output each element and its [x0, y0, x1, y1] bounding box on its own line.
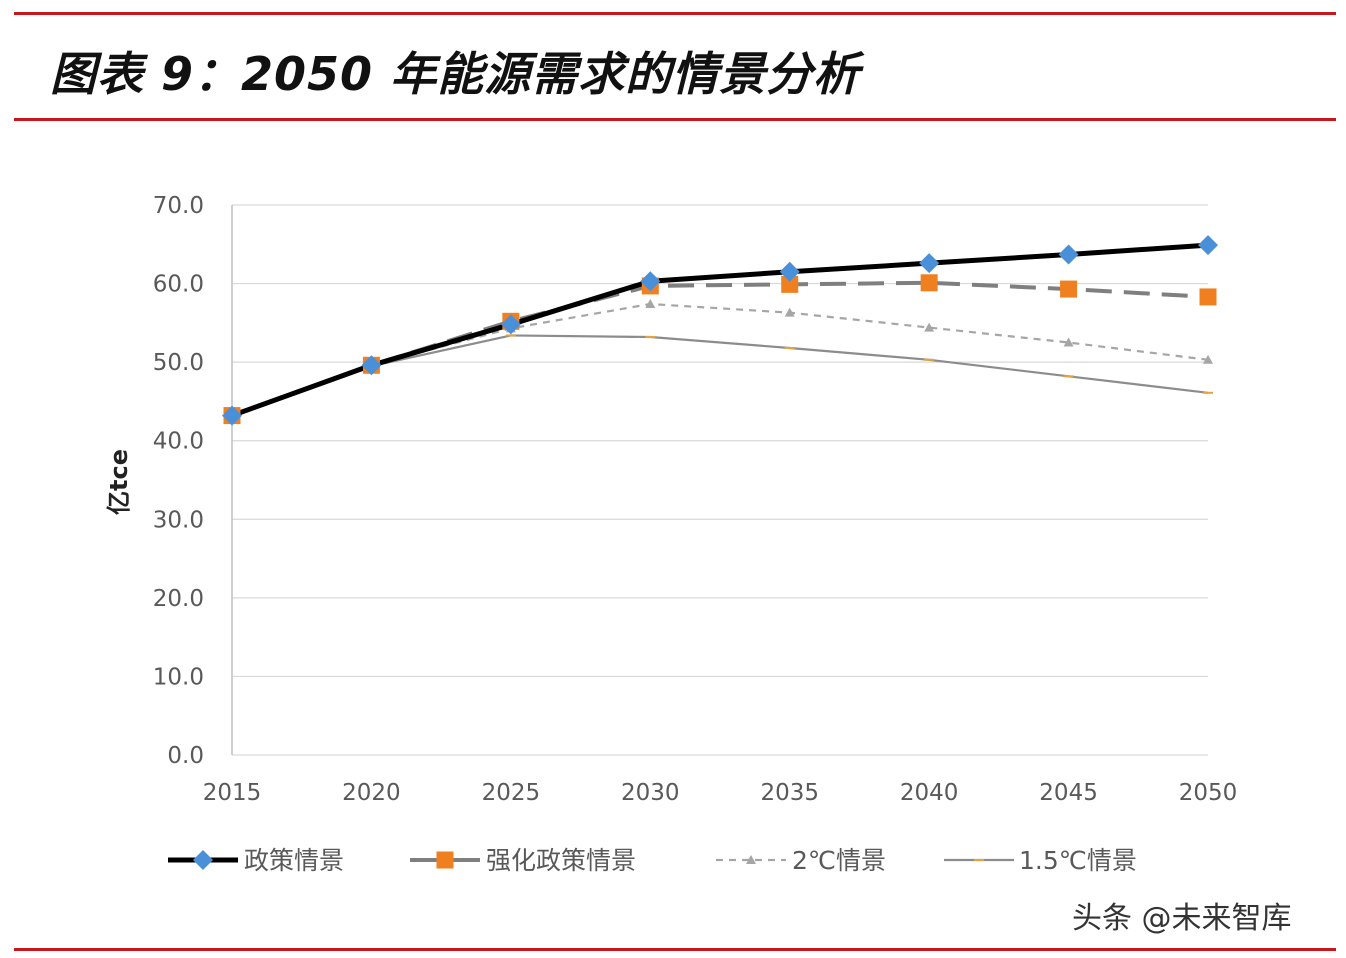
- series-1-point: [779, 261, 800, 282]
- x-tick-label: 2015: [203, 780, 262, 806]
- bottom-rule: [14, 948, 1336, 951]
- series-line-4: [231, 334, 1209, 417]
- series-line-1: [231, 242, 1209, 418]
- legend-label-3: 2℃情景: [792, 846, 886, 875]
- series-1-point: [640, 271, 661, 292]
- legend-marker-3: [746, 855, 756, 864]
- series-2-point: [1199, 288, 1217, 306]
- chart-title: 图表 9：2050 年能源需求的情景分析: [50, 47, 861, 101]
- legend-label-2: 强化政策情景: [486, 846, 636, 875]
- series-2-point: [920, 274, 938, 292]
- series-3-point: [924, 322, 935, 332]
- series-3-point: [784, 307, 795, 317]
- x-tick-label: 2050: [1179, 780, 1238, 806]
- series-1-point: [1058, 244, 1079, 265]
- legend-marker-1: [193, 850, 213, 870]
- y-tick-label: 60.0: [153, 272, 204, 298]
- series-1-point: [361, 355, 382, 376]
- y-tick-label: 40.0: [153, 429, 204, 455]
- series-1-point: [1198, 235, 1218, 256]
- y-tick-label: 20.0: [153, 586, 204, 612]
- legend-label-4: 1.5℃情景: [1019, 846, 1137, 875]
- top-rule: [14, 12, 1336, 15]
- y-tick-label: 70.0: [153, 193, 204, 219]
- series-1-point: [919, 253, 940, 274]
- y-tick-label: 50.0: [153, 350, 204, 376]
- series-2-point: [781, 275, 799, 293]
- y-tick-label: 30.0: [153, 507, 204, 533]
- y-axis-title: 亿tce: [105, 449, 133, 515]
- legend-marker-2: [436, 851, 454, 869]
- series-3-point: [1063, 337, 1074, 347]
- x-tick-label: 2025: [482, 780, 541, 806]
- legend-label-1: 政策情景: [244, 846, 344, 875]
- series-2-point: [1060, 280, 1078, 298]
- series-1-point: [222, 405, 242, 426]
- series-3-point: [1203, 354, 1213, 364]
- series-line-2: [231, 280, 1209, 418]
- series-1-point: [500, 314, 521, 335]
- watermark: 头条 @未来智库: [1072, 901, 1292, 936]
- series-3-point: [645, 299, 656, 308]
- y-tick-label: 0.0: [167, 743, 204, 769]
- y-tick-label: 10.0: [153, 664, 204, 690]
- x-tick-label: 2020: [342, 780, 401, 806]
- x-tick-label: 2045: [1039, 780, 1098, 806]
- title-rule: [14, 118, 1336, 121]
- x-tick-label: 2040: [900, 780, 959, 806]
- x-tick-label: 2030: [621, 780, 680, 806]
- x-tick-label: 2035: [760, 780, 819, 806]
